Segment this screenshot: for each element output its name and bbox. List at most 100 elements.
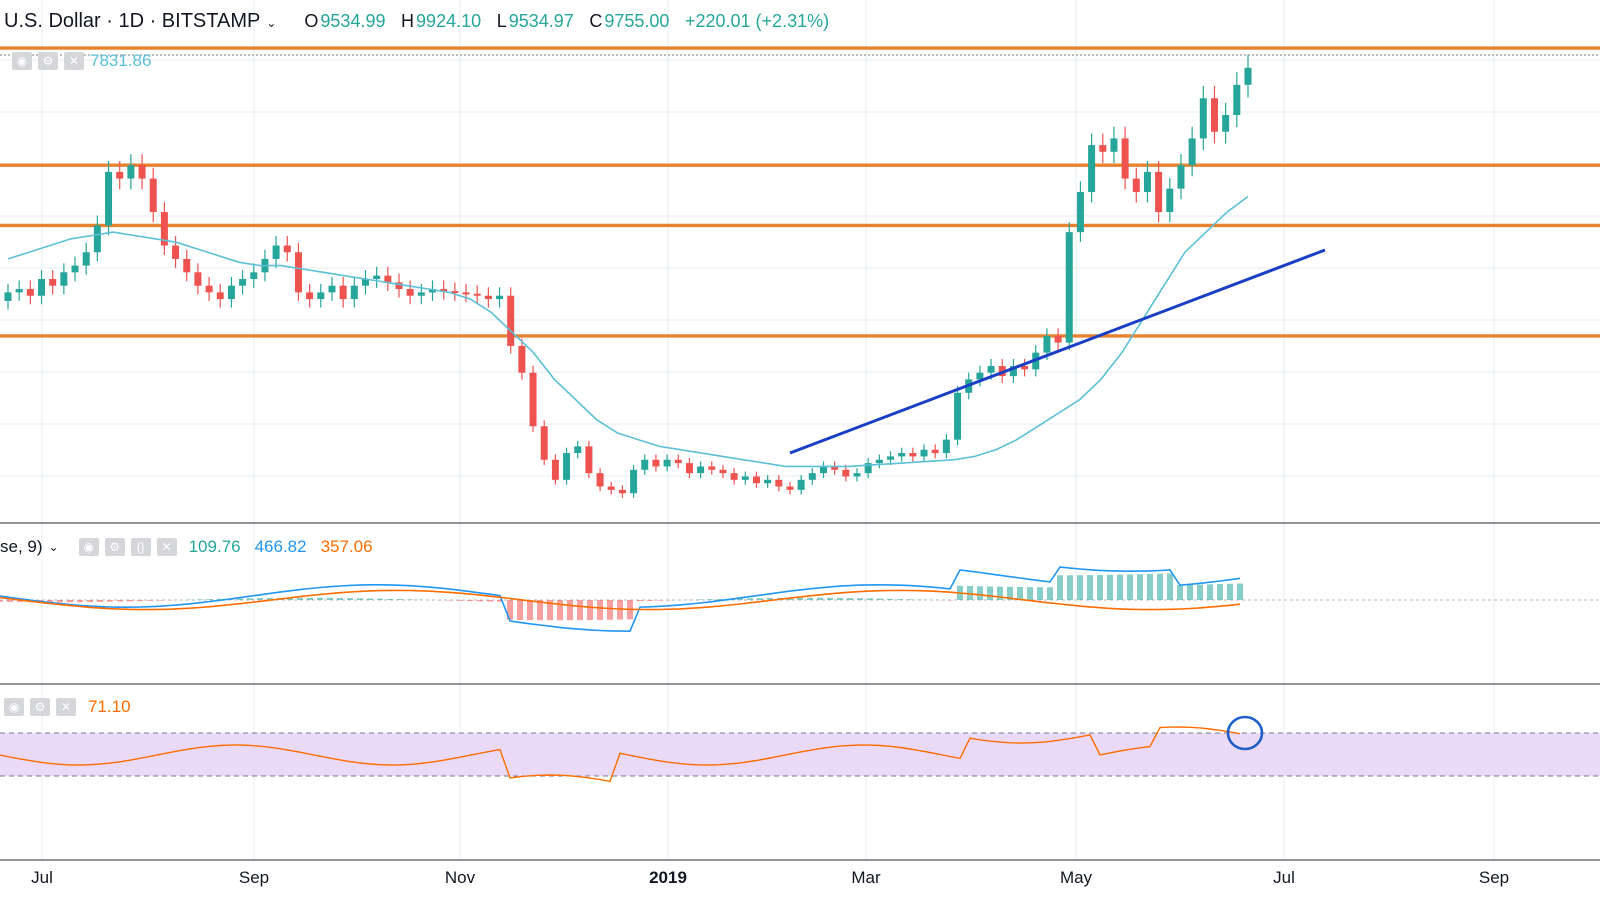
macd-histogram-bar xyxy=(1097,574,1103,600)
macd-histogram-bar xyxy=(897,599,903,600)
candle-body xyxy=(183,258,191,273)
close-icon[interactable]: ✕ xyxy=(64,52,84,70)
macd-histogram-bar xyxy=(967,586,973,600)
candle-body xyxy=(1132,178,1140,192)
macd-histogram-bar xyxy=(377,598,383,600)
macd-histogram-bar xyxy=(567,600,573,621)
symbol-title[interactable]: U.S. Dollar · 1D · BITSTAMP xyxy=(4,10,261,32)
macd-histogram-bar xyxy=(337,597,343,600)
trend-line-segment xyxy=(789,248,1326,455)
candle-body xyxy=(887,456,895,460)
chevron-down-icon[interactable]: ⌄ xyxy=(48,540,59,554)
macd-title[interactable]: se, 9) xyxy=(0,537,43,556)
candle-body xyxy=(775,479,783,487)
macd-histogram-bar xyxy=(707,599,713,600)
candle-body xyxy=(116,171,124,179)
candle-body xyxy=(1009,366,1017,377)
candle-body xyxy=(786,486,794,490)
candle-body xyxy=(987,366,995,373)
macd-histogram-bar xyxy=(67,600,73,603)
macd-histogram-bar xyxy=(867,598,873,600)
candle-body xyxy=(797,479,805,490)
candle-body xyxy=(306,292,314,300)
candle-body xyxy=(942,439,950,454)
macd-histogram-bar xyxy=(1057,575,1063,600)
macd-histogram-bar xyxy=(347,598,353,600)
macd-histogram-bar xyxy=(827,597,833,600)
candle-body xyxy=(819,466,827,474)
braces-icon[interactable]: {} xyxy=(130,538,151,556)
candle-body xyxy=(842,469,850,477)
candle-body xyxy=(875,459,883,464)
macd-histogram-bar xyxy=(1207,584,1213,600)
candle-body xyxy=(920,449,928,457)
candle-body xyxy=(652,459,660,467)
close-icon[interactable]: ✕ xyxy=(156,538,177,556)
candle-body xyxy=(1088,145,1096,192)
gear-icon[interactable]: ⚙ xyxy=(30,698,50,716)
candle-body xyxy=(719,469,727,474)
annotation-circle xyxy=(1226,715,1264,751)
candle-body xyxy=(708,466,716,470)
macd-histogram-bar xyxy=(307,597,313,600)
eye-icon[interactable]: ◉ xyxy=(12,52,32,70)
ohlc-low-value: 9534.97 xyxy=(508,11,574,31)
macd-histogram-bar xyxy=(327,597,333,600)
candle-body xyxy=(138,165,146,179)
candle-body xyxy=(406,289,414,296)
ma-line xyxy=(7,195,1249,468)
candle-body xyxy=(1233,84,1241,115)
candle-body xyxy=(1222,114,1230,132)
candle-body xyxy=(1166,188,1174,213)
candle-body xyxy=(440,289,448,292)
horizontal-levels[interactable] xyxy=(0,46,1600,338)
macd-histogram-bar xyxy=(1227,583,1233,600)
macd-histogram-bar xyxy=(977,586,983,600)
gear-icon[interactable]: ⚙ xyxy=(104,538,125,556)
macd-histogram-bar xyxy=(477,600,483,602)
candle-body xyxy=(160,212,168,246)
x-axis-label-mar: Mar xyxy=(851,868,881,887)
macd-histogram-bar xyxy=(1217,584,1223,600)
x-axis-label-sep: Sep xyxy=(238,868,270,887)
ohlc-values: O 9534.99 H 9924.10 L 9534.97 C 9755.00 +220… xyxy=(304,10,839,33)
candle-body xyxy=(294,252,302,293)
candle-body xyxy=(4,292,12,301)
rsi-circle-annotation[interactable] xyxy=(1226,715,1264,751)
candle-body xyxy=(38,279,46,296)
macd-histogram-bar xyxy=(0,600,3,602)
macd-histogram-bar xyxy=(267,597,273,600)
macd-histogram-bar xyxy=(1087,575,1093,600)
macd-histogram-bar xyxy=(247,598,253,600)
eye-icon[interactable]: ◉ xyxy=(78,538,99,556)
candle-body xyxy=(864,463,872,474)
chevron-down-icon[interactable]: ⌄ xyxy=(266,16,277,30)
candle-body xyxy=(328,285,336,293)
trend-line[interactable] xyxy=(789,248,1326,455)
macd-histogram-bar xyxy=(467,600,473,602)
macd-histogram-bar xyxy=(397,599,403,600)
macd-histogram-bar xyxy=(317,597,323,600)
macd-histogram-bar xyxy=(1197,584,1203,600)
candle-body xyxy=(529,372,537,427)
macd-histogram-bar xyxy=(837,597,843,600)
macd-signal-value: 357.06 xyxy=(320,537,373,556)
macd-histogram-bar xyxy=(357,598,363,600)
gear-icon[interactable]: ⚙ xyxy=(38,52,58,70)
candle-body xyxy=(898,453,906,457)
candle-body xyxy=(585,446,593,474)
eye-icon[interactable]: ◉ xyxy=(4,698,24,716)
ohlc-open-value: 9534.99 xyxy=(320,11,386,31)
candle-body xyxy=(596,473,604,487)
candle-body xyxy=(26,289,34,296)
close-icon[interactable]: ✕ xyxy=(56,698,76,716)
candle-body xyxy=(540,426,548,460)
candle-body xyxy=(1054,335,1062,343)
macd-histogram-bar xyxy=(117,600,123,602)
macd-histogram-bar xyxy=(757,598,763,600)
macd-histogram-bar xyxy=(1147,573,1153,600)
macd-signal-line xyxy=(0,589,1241,611)
candle-body xyxy=(49,279,57,286)
candle-body xyxy=(1065,232,1073,343)
